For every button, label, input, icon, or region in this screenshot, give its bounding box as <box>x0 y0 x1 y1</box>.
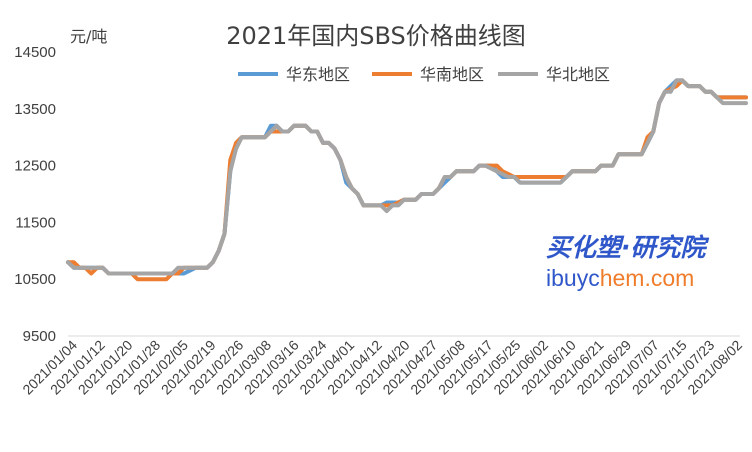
y-unit-label: 元/吨 <box>70 27 107 46</box>
watermark-brand: 买化塑·研究院 <box>546 233 709 262</box>
series-lines <box>66 78 748 282</box>
watermark: 买化塑·研究院 ibuychem.com <box>546 233 709 291</box>
y-tick-label: 12500 <box>14 158 56 175</box>
y-tick-label: 9500 <box>23 328 56 345</box>
y-tick-label: 14500 <box>14 44 56 61</box>
series-line-2 <box>66 78 748 276</box>
watermark-url: ibuychem.com <box>546 265 694 291</box>
chart-title: 2021年国内SBS价格曲线图 <box>226 22 526 50</box>
y-tick-label: 11500 <box>15 214 56 231</box>
watermark-url-part1: ibuyc <box>546 265 600 291</box>
legend-label-south: 华南地区 <box>420 65 484 84</box>
watermark-url-part2: hem.com <box>600 265 695 291</box>
legend: 华东地区 华南地区 华北地区 <box>238 65 610 84</box>
legend-label-north: 华北地区 <box>546 65 610 84</box>
y-tick-label: 13500 <box>14 101 56 118</box>
legend-label-east: 华东地区 <box>286 65 350 84</box>
y-tick-label: 10500 <box>14 271 56 288</box>
y-axis-ticks: 14500 13500 12500 11500 10500 9500 <box>14 44 56 345</box>
